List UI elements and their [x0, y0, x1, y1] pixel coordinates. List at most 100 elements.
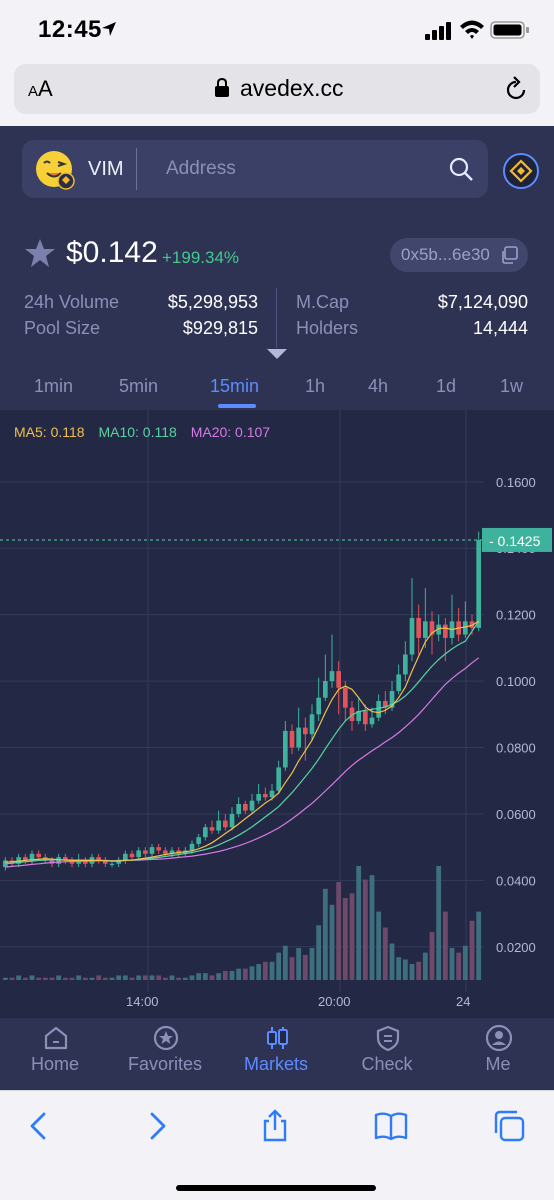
bsc-chain-icon[interactable] [502, 152, 540, 190]
volume-bar [242, 968, 248, 980]
tab-1d[interactable]: 1d [436, 376, 457, 396]
tab-4h[interactable]: 4h [368, 376, 389, 396]
tab-1w[interactable]: 1w [500, 376, 524, 396]
search-icon[interactable] [448, 156, 474, 182]
contract-address-chip[interactable]: 0x5b...6e30 [390, 238, 528, 272]
ma10-legend: MA10: 0.118 [98, 424, 177, 440]
nav-me[interactable]: Me [443, 1018, 553, 1090]
volume-bar [202, 973, 208, 980]
lock-icon [215, 78, 229, 97]
volume-bar [402, 959, 408, 980]
price-chart[interactable]: 0.16000.14000.12000.10000.08000.06000.04… [0, 410, 554, 1018]
candle-body [103, 860, 108, 864]
x-tick-label: 14:00 [126, 994, 159, 1009]
nav-markets[interactable]: Markets [221, 1018, 331, 1090]
tab-5min[interactable]: 5min [119, 376, 159, 396]
y-tick-label: 0.0600 [496, 807, 536, 822]
expand-triangle-icon[interactable] [266, 348, 288, 360]
candle-body [396, 674, 401, 692]
volume-bar [96, 975, 102, 980]
candle-body [29, 853, 35, 861]
nav-check-label: Check [361, 1054, 413, 1074]
nav-check[interactable]: Check [332, 1018, 442, 1090]
candle-body [343, 687, 348, 708]
candle-body [249, 800, 255, 811]
volume-bar [2, 977, 8, 980]
x-tick-label: 24 [456, 994, 470, 1009]
reader-settings-button[interactable]: AA [28, 76, 53, 101]
volume-value: $5,298,953 [167, 292, 258, 312]
volume-bar [342, 897, 348, 980]
copy-icon[interactable] [500, 246, 518, 264]
volume-bar [389, 943, 395, 980]
token-search-box: VIM [22, 140, 488, 198]
volume-bar [222, 970, 228, 980]
bookmarks-icon[interactable] [374, 1109, 408, 1143]
volume-bar [162, 977, 168, 980]
candle-body [363, 710, 368, 725]
volume-bar [29, 975, 35, 980]
candle-body [23, 857, 28, 861]
volume-bar [196, 973, 202, 980]
volume-bar [249, 966, 255, 980]
volume-bar [322, 888, 328, 980]
volume-bar [336, 881, 342, 980]
candle-body [416, 617, 421, 638]
ma5-legend: MA5: 0.118 [14, 424, 85, 440]
nav-home[interactable]: Home [0, 1018, 110, 1090]
address-search-input[interactable] [148, 150, 428, 188]
volume-bar [476, 911, 482, 980]
interval-tabs: 1min 5min 15min 1h 4h 1d 1w [0, 364, 554, 410]
volume-bar [349, 893, 355, 980]
profile-icon [485, 1024, 513, 1052]
volume-bar [129, 977, 135, 980]
volume-bar [382, 927, 388, 980]
volume-bar [176, 977, 182, 980]
token-logo-icon[interactable] [34, 149, 76, 191]
volume-bar [362, 879, 368, 980]
tab-1min[interactable]: 1min [34, 376, 74, 396]
forward-icon[interactable] [140, 1109, 174, 1143]
battery-icon [490, 21, 529, 39]
candle-body [163, 850, 168, 854]
candle-body [349, 707, 355, 721]
volume-bar [109, 977, 115, 980]
volume-bar [136, 975, 142, 980]
volume-bar [116, 975, 122, 980]
active-tab-indicator [218, 404, 256, 408]
reload-icon[interactable] [504, 76, 528, 102]
candle-body [263, 794, 268, 798]
candle-body [69, 860, 75, 864]
nav-favorites[interactable]: Favorites [110, 1018, 220, 1090]
url-field[interactable]: AA avedex.cc [14, 64, 540, 114]
candle-body [169, 850, 175, 854]
candle-body [116, 860, 121, 864]
volume-bar [296, 948, 302, 980]
volume-bar [449, 948, 455, 980]
tab-15min[interactable]: 15min [210, 376, 260, 396]
ma5-line [5, 620, 480, 863]
x-tick-label: 20:00 [318, 994, 351, 1009]
search-divider [136, 148, 137, 190]
favorite-star-icon[interactable] [24, 238, 56, 268]
candlestick-chart-svg[interactable]: 0.16000.14000.12000.10000.08000.06000.04… [0, 410, 554, 1018]
volume-bar [16, 975, 22, 980]
candle-body [276, 767, 281, 791]
favorites-icon [153, 1025, 179, 1051]
volume-bar [156, 975, 162, 980]
share-icon[interactable] [258, 1109, 292, 1143]
current-price: $0.142 [66, 236, 158, 269]
back-icon[interactable] [22, 1109, 56, 1143]
volume-bar [142, 975, 148, 980]
volume-bar [262, 961, 268, 980]
location-arrow-icon [102, 22, 116, 36]
candle-body [76, 860, 81, 864]
tabs-icon[interactable] [492, 1109, 526, 1143]
last-price-badge [482, 527, 552, 552]
candle-body [156, 847, 161, 851]
candle-body [236, 803, 241, 814]
volume-bar [122, 975, 128, 980]
candle-body [409, 617, 415, 655]
tab-1h[interactable]: 1h [305, 376, 326, 396]
y-tick-label: 0.0400 [496, 873, 536, 888]
